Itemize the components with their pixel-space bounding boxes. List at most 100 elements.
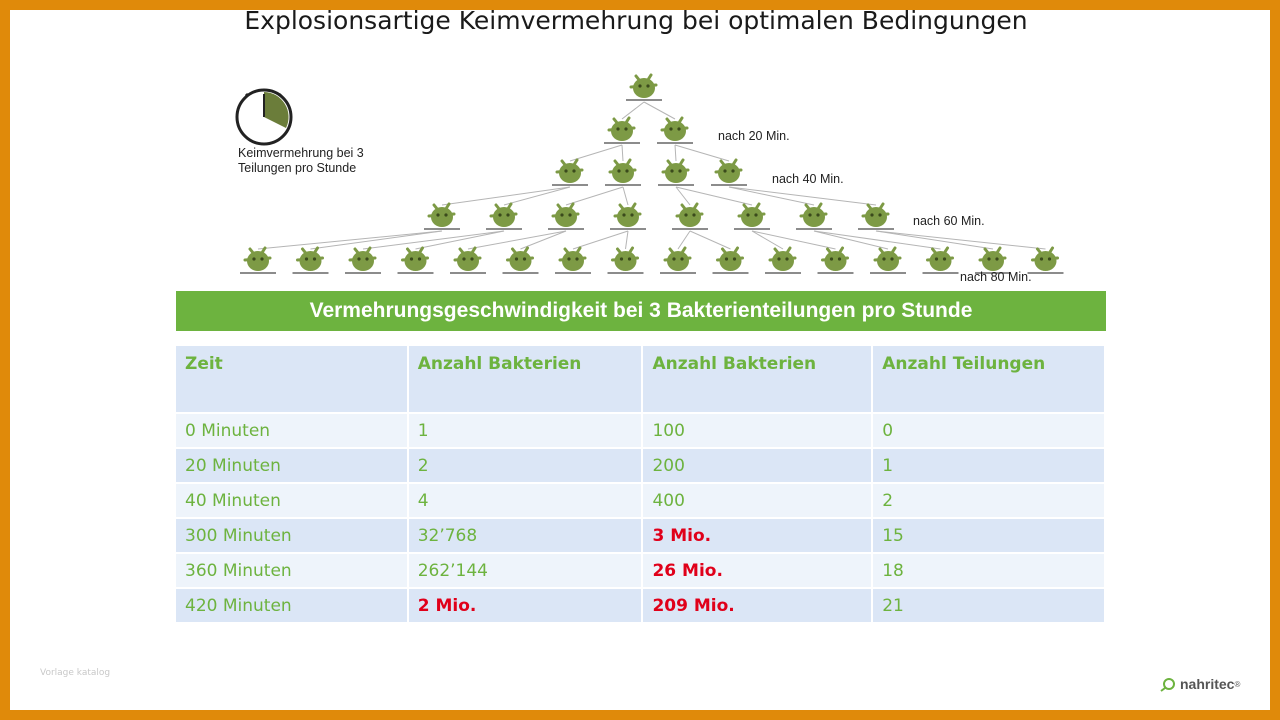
table-row: 360 Minuten 262’144 26 Mio. 18: [176, 553, 1106, 589]
bacterium-icon: [734, 202, 770, 230]
cell-zeit: 420 Minuten: [176, 588, 409, 624]
division-line: [257, 230, 443, 250]
logo-registered-mark: ®: [1234, 679, 1241, 689]
generation-label-40: nach 40 Min.: [772, 172, 844, 186]
cell-teilungen: 21: [872, 588, 1106, 624]
division-line: [565, 186, 624, 206]
bacterium-icon: [552, 158, 588, 186]
bacterium-icon: [660, 246, 696, 274]
bacterium-icon: [450, 246, 486, 274]
table-row: 20 Minuten 2 200 1: [176, 448, 1106, 484]
cell-bakterien-2: 3 Mio.: [642, 518, 874, 554]
cell-teilungen: 15: [872, 518, 1106, 554]
division-line: [751, 230, 836, 250]
division-line: [813, 230, 941, 250]
bacterium-icon: [604, 116, 640, 144]
division-line: [441, 186, 571, 206]
table-row: 420 Minuten 2 Mio. 209 Mio. 21: [176, 588, 1106, 624]
bacterium-icon: [610, 202, 646, 230]
logo-text: nahritec: [1180, 676, 1235, 692]
header-anzahl-bakterien-2: Anzahl Bakterien: [642, 346, 874, 414]
table-row: 300 Minuten 32’768 3 Mio. 15: [176, 518, 1106, 554]
division-line: [569, 144, 623, 162]
division-line: [674, 144, 677, 162]
bacterium-icon: [1027, 246, 1064, 274]
bacterium-icon: [240, 246, 276, 274]
cell-bakterien-2: 100: [642, 413, 874, 449]
division-line: [751, 230, 784, 250]
cell-zeit: 20 Minuten: [176, 448, 409, 484]
header-anzahl-bakterien-1: Anzahl Bakterien: [407, 346, 644, 414]
division-line: [415, 230, 505, 250]
division-line: [675, 186, 753, 206]
cell-bakterien-2: 400: [642, 483, 874, 519]
bacterium-icon: [607, 246, 644, 274]
bacterium-icon: [626, 73, 662, 101]
bacterium-icon: [657, 116, 693, 144]
division-line: [728, 186, 815, 206]
division-line: [875, 230, 1046, 250]
cell-bakterien-1: 32’768: [407, 518, 644, 554]
bacterium-icon: [672, 202, 708, 230]
bacterium-icon: [345, 246, 381, 274]
stopwatch-icon: [235, 88, 293, 146]
cell-bakterien-1: 1: [407, 413, 644, 449]
division-line: [675, 186, 691, 206]
bacterium-icon: [975, 246, 1011, 274]
bacterium-icon: [870, 246, 906, 274]
bacterium-icon: [502, 246, 539, 274]
division-line: [503, 186, 571, 206]
cell-zeit: 40 Minuten: [176, 483, 409, 519]
cell-bakterien-2: 26 Mio.: [642, 553, 874, 589]
division-line: [677, 230, 691, 250]
division-line: [520, 230, 567, 250]
multiplication-table: Zeit Anzahl Bakterien Anzahl Bakterien A…: [176, 346, 1106, 624]
generation-label-20: nach 20 Min.: [718, 129, 790, 143]
nahritec-logo: nahritec ®: [1160, 676, 1240, 692]
bacterium-icon: [555, 246, 591, 274]
division-line: [467, 230, 567, 250]
watermark: Vorlage katalog: [40, 668, 111, 678]
slide: Explosionsartige Keimvermehrung bei opti…: [10, 8, 1270, 710]
division-line: [643, 101, 676, 120]
table-row: 40 Minuten 4 400 2: [176, 483, 1106, 519]
division-line: [310, 230, 443, 250]
bacterium-icon: [397, 246, 434, 274]
division-line: [362, 230, 505, 250]
division-line: [621, 101, 645, 120]
division-line: [728, 186, 877, 206]
division-line: [622, 186, 629, 206]
cell-bakterien-1: 262’144: [407, 553, 644, 589]
division-line: [674, 144, 730, 162]
bacterium-icon: [711, 158, 747, 186]
cell-teilungen: 0: [872, 413, 1106, 449]
bacterium-icon: [817, 246, 854, 274]
division-line: [572, 230, 629, 250]
logo-leaf-icon: [1160, 678, 1175, 692]
bacterium-icon: [548, 202, 584, 230]
header-anzahl-teilungen: Anzahl Teilungen: [872, 346, 1106, 414]
generation-label-60: nach 60 Min.: [913, 214, 985, 228]
generation-label-80: nach 80 Min.: [960, 270, 1032, 284]
cell-teilungen: 18: [872, 553, 1106, 589]
bacterium-icon: [765, 246, 801, 274]
cell-bakterien-2: 200: [642, 448, 874, 484]
bacterium-icon: [796, 202, 832, 230]
cell-zeit: 0 Minuten: [176, 413, 409, 449]
header-zeit: Zeit: [176, 346, 409, 414]
bacteria-pyramid-diagram: Keimvermehrung bei 3 Teilungen pro Stund…: [235, 73, 1064, 284]
division-line: [689, 230, 731, 250]
cell-bakterien-1: 2: [407, 448, 644, 484]
pyramid-bacteria: [240, 73, 1064, 274]
bacterium-icon: [712, 246, 749, 274]
bacterium-icon: [658, 158, 694, 186]
table-row: 0 Minuten 1 100 0: [176, 413, 1106, 449]
bacterium-icon: [424, 202, 460, 230]
cell-teilungen: 1: [872, 448, 1106, 484]
bacterium-icon: [922, 246, 959, 274]
bacterium-icon: [486, 202, 522, 230]
table-banner: Vermehrungsgeschwindigkeit bei 3 Bakteri…: [176, 291, 1106, 331]
division-line: [875, 230, 994, 250]
bacterium-icon: [858, 202, 894, 230]
division-line: [625, 230, 629, 250]
